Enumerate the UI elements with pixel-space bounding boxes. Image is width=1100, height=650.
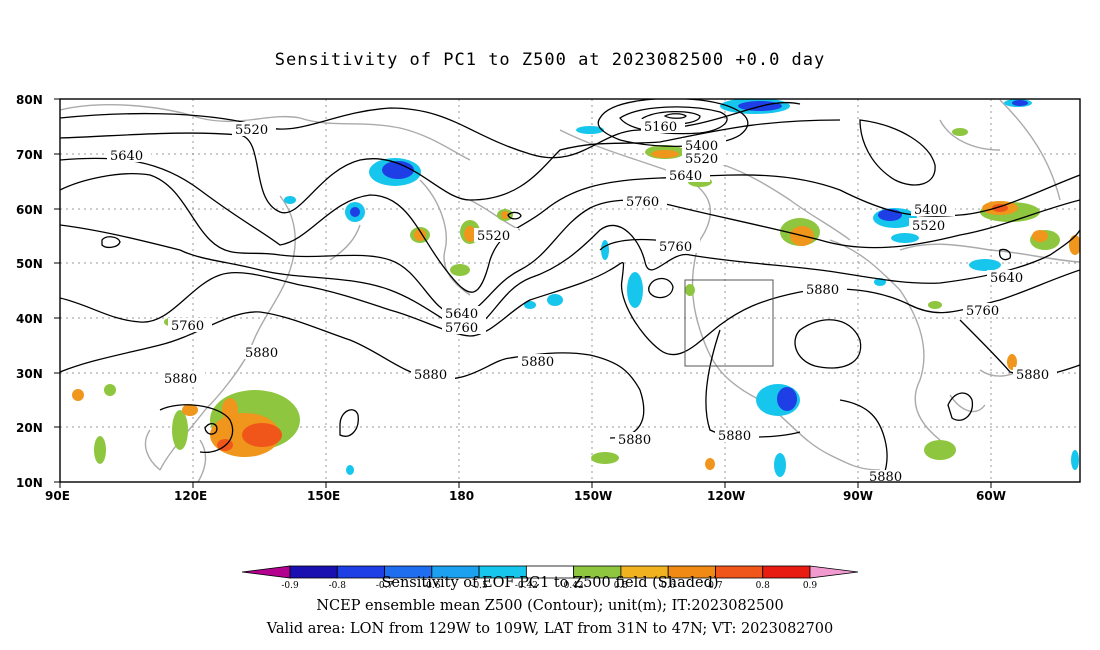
contour-label: 5520 bbox=[912, 219, 945, 234]
lat-label: 70N bbox=[16, 148, 43, 162]
contour-label: 5760 bbox=[626, 195, 659, 210]
contour-label: 5520 bbox=[235, 123, 268, 138]
valid-area-box bbox=[684, 279, 774, 367]
lat-label: 60N bbox=[16, 203, 43, 217]
contour-label: 5880 bbox=[618, 433, 651, 448]
lon-label: 60W bbox=[976, 489, 1006, 503]
plot-title: Sensitivity of PC1 to Z500 at 2023082500… bbox=[274, 50, 826, 70]
lat-label: 20N bbox=[16, 421, 43, 435]
contour-label: 5160 bbox=[644, 120, 677, 135]
contour-label: 5640 bbox=[669, 169, 702, 184]
contour-labels: 5520 5640 5160 5400 5520 5640 5760 5520 … bbox=[107, 119, 1057, 485]
lon-label: 180 bbox=[449, 489, 474, 503]
contour-label: 5640 bbox=[445, 307, 478, 322]
colorbar: -0.9 -0.8 -0.7 -0.6 -0.5 -0.42 0.42 0.5 0.6 0.7 0.… bbox=[241, 565, 859, 591]
contour-label: 5880 bbox=[164, 372, 197, 387]
colorbar-tick-label: 0.7 bbox=[708, 581, 723, 591]
lon-label: 90E bbox=[45, 489, 70, 503]
contour-label: 5760 bbox=[171, 319, 204, 334]
lon-label: 120W bbox=[707, 489, 745, 503]
contour-label: 5880 bbox=[245, 346, 278, 361]
contour-label: 5400 bbox=[914, 203, 947, 218]
colorbar-upper-extend bbox=[809, 565, 859, 579]
shaded-positive-orange bbox=[72, 150, 1080, 470]
caption-line-1: Sensitivity of EOF PC1 to Z500 field (Sh… bbox=[381, 575, 719, 591]
contour-label: 5880 bbox=[718, 429, 751, 444]
caption-line-2: NCEP ensemble mean Z500 (Contour); unit(… bbox=[316, 598, 784, 614]
lat-label: 40N bbox=[16, 312, 43, 326]
shaded-positive-red bbox=[217, 204, 1008, 451]
contour-label: 5760 bbox=[445, 321, 478, 336]
contour-label: 5760 bbox=[966, 304, 999, 319]
contour-label: 5520 bbox=[685, 152, 718, 167]
contour-label: 5400 bbox=[685, 139, 718, 154]
lat-label: 10N bbox=[16, 476, 43, 490]
colorbar-tick-label: -0.6 bbox=[423, 581, 441, 591]
colorbar-tick-label: -0.5 bbox=[470, 581, 488, 591]
contour-label: 5640 bbox=[110, 149, 143, 164]
colorbar-tick-label: -0.7 bbox=[376, 581, 394, 591]
contour-label: 5640 bbox=[990, 271, 1023, 286]
lat-label: 50N bbox=[16, 257, 43, 271]
colorbar-tick-label: 0.9 bbox=[803, 581, 818, 591]
colorbar-tick-label: 0.5 bbox=[614, 581, 629, 591]
y-axis-labels: 80N 70N 60N 50N 40N 30N 20N 10N bbox=[16, 93, 43, 490]
map-frame bbox=[59, 98, 1081, 483]
lon-label: 120E bbox=[174, 489, 207, 503]
contour-label: 5880 bbox=[414, 368, 447, 383]
colorbar-tick-label: -0.9 bbox=[281, 581, 299, 591]
caption-line-3: Valid area: LON from 129W to 109W, LAT f… bbox=[266, 621, 834, 637]
colorbar-tick-label: 0.6 bbox=[661, 581, 676, 591]
contour-label: 5520 bbox=[477, 229, 510, 244]
contour-label: 5880 bbox=[869, 470, 902, 485]
lon-label: 150W bbox=[574, 489, 612, 503]
contour-label: 5760 bbox=[659, 240, 692, 255]
contour-label: 5880 bbox=[521, 355, 554, 370]
lat-label: 30N bbox=[16, 367, 43, 381]
x-axis-labels: 90E 120E 150E 180 150W 120W 90W 60W bbox=[45, 489, 1006, 503]
colorbar-tick-label: -0.42 bbox=[515, 581, 538, 591]
lon-label: 150E bbox=[307, 489, 340, 503]
colorbar-tick-label: 0.8 bbox=[756, 581, 771, 591]
colorbar-tick-label: 0.42 bbox=[564, 581, 584, 591]
lon-label: 90W bbox=[843, 489, 873, 503]
contour-label: 5880 bbox=[806, 283, 839, 298]
tick-marks bbox=[54, 98, 992, 488]
lat-label: 80N bbox=[16, 93, 43, 107]
colorbar-tick-label: -0.8 bbox=[329, 581, 347, 591]
contour-label: 5880 bbox=[1016, 368, 1049, 383]
